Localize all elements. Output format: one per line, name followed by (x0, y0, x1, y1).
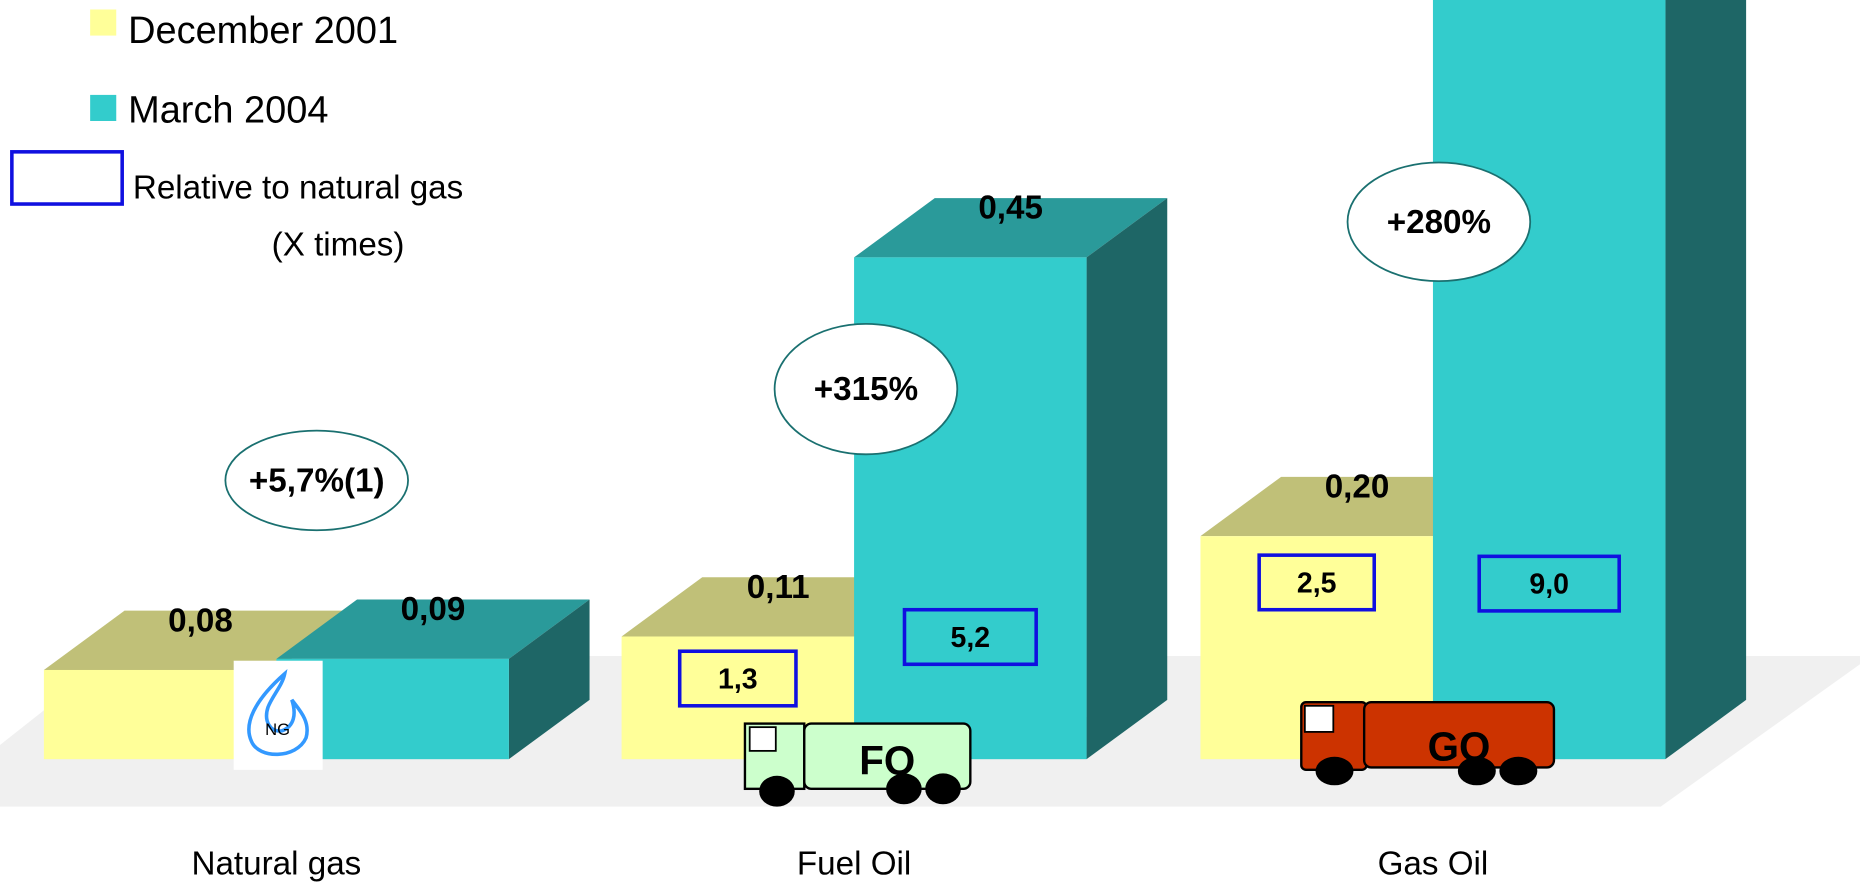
bar (1432, 0, 1666, 760)
bar-top (276, 599, 590, 659)
annotation: +5,7%(1) (249, 463, 385, 500)
relative-label: 5,2 (951, 622, 991, 654)
legend-swatch (90, 9, 117, 36)
relative-box (677, 649, 798, 708)
legend-label: March 2004 (128, 90, 328, 132)
relative-label: 1,3 (718, 663, 758, 695)
relative-box (1257, 553, 1377, 612)
legend-label: Relative to natural gas (133, 170, 463, 207)
data-label: 0,08 (168, 602, 233, 639)
icon-label: NG (265, 720, 290, 739)
relative-label: 2,5 (1297, 567, 1337, 599)
bar-side (1086, 198, 1168, 760)
truck-wheel (1499, 756, 1538, 786)
annotation-bubble (1346, 161, 1532, 283)
relative-box (902, 607, 1038, 667)
ng-flame (247, 668, 309, 757)
truck-window (748, 726, 777, 752)
bar-side (508, 599, 590, 760)
x-tick-label: Gas Oil (1378, 846, 1489, 882)
x-tick-label: Fuel Oil (797, 846, 911, 882)
truck-wheel (886, 773, 922, 805)
truck-wheel (1457, 756, 1496, 786)
annotation-bubble (224, 429, 409, 532)
annotation: +280% (1387, 204, 1491, 241)
bar-side (1665, 0, 1747, 760)
truck-window (1303, 704, 1335, 733)
x-tick-label: Natural gas (191, 846, 361, 882)
relative-label: 9,0 (1529, 569, 1569, 601)
data-label: 0,11 (747, 569, 810, 606)
annotation: +315% (814, 371, 918, 408)
legend-label: December 2001 (128, 10, 398, 52)
data-label: 0,09 (401, 591, 466, 628)
data-label: 0,20 (1325, 468, 1390, 505)
truck-wheel (925, 773, 961, 805)
bar-top (854, 198, 1168, 258)
legend-swatch (90, 94, 117, 121)
relative-box (1477, 554, 1621, 613)
truck-wheel (1315, 756, 1354, 786)
truck-wheel (759, 775, 795, 807)
annotation-bubble (773, 322, 959, 456)
data-label: 0,45 (978, 190, 1043, 227)
bar-top (43, 610, 358, 670)
legend-swatch (10, 150, 124, 206)
legend-label: (X times) (272, 226, 405, 263)
